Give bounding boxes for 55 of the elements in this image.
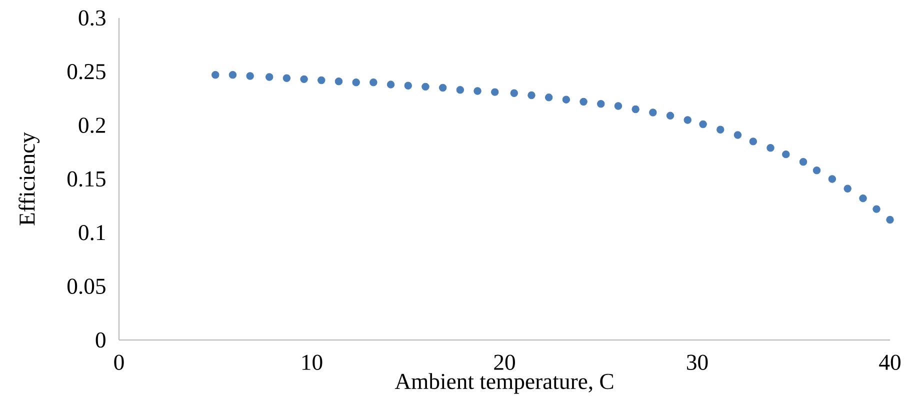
point	[491, 88, 499, 96]
point	[528, 91, 536, 100]
y-tick-label: 0.1	[78, 224, 105, 240]
point	[544, 94, 553, 102]
point	[510, 89, 518, 98]
point	[886, 216, 894, 224]
point	[474, 87, 482, 95]
y-tick-label: 0.2	[78, 118, 106, 134]
point	[212, 71, 220, 79]
point	[649, 108, 657, 116]
point	[716, 126, 724, 134]
y-axis-title: Efficiency	[18, 132, 40, 226]
point	[422, 82, 430, 91]
point	[438, 84, 447, 92]
x-tick-label: 0	[114, 354, 124, 370]
point	[404, 82, 412, 90]
point	[386, 80, 395, 88]
point	[300, 75, 308, 84]
point	[828, 175, 836, 183]
point	[859, 194, 867, 202]
point	[246, 72, 254, 80]
point	[334, 77, 343, 86]
point	[734, 131, 742, 139]
x-tick-label: 20	[494, 354, 515, 370]
y-tick-label: 0.3	[78, 10, 106, 26]
point	[614, 102, 622, 110]
y-tick-label: 0	[96, 332, 106, 348]
point	[228, 71, 237, 79]
point	[370, 78, 378, 86]
y-tick-label: 0.05	[67, 278, 106, 294]
point	[282, 74, 291, 82]
point	[265, 73, 274, 81]
point	[812, 166, 821, 174]
point	[872, 205, 880, 213]
point	[666, 112, 674, 120]
x-tick-label: 40	[879, 354, 900, 370]
point	[632, 105, 640, 114]
point	[844, 184, 852, 193]
y-tick-label: 0.25	[67, 64, 106, 80]
x-tick-label: 10	[302, 354, 322, 370]
y-tick-label: 0.15	[67, 171, 106, 187]
x-tick-label: 30	[687, 354, 708, 370]
point	[456, 86, 464, 94]
point	[352, 78, 360, 86]
point	[562, 96, 570, 104]
point	[749, 138, 758, 146]
point	[799, 158, 808, 166]
point	[580, 98, 588, 106]
point	[699, 120, 707, 128]
point	[782, 150, 790, 158]
point	[684, 116, 692, 124]
x-axis-title: Ambient temperature, C	[394, 373, 614, 394]
point	[597, 100, 605, 108]
point	[318, 76, 326, 84]
point	[766, 144, 774, 152]
